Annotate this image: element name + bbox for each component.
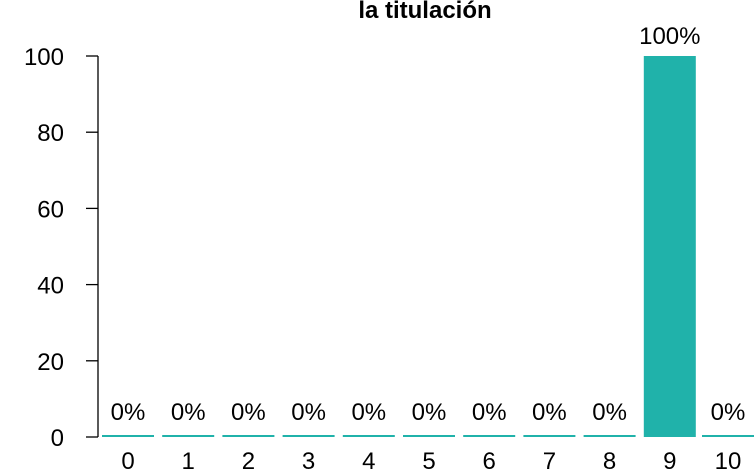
bar-9	[643, 56, 696, 437]
y-tick-label: 0	[51, 425, 64, 452]
data-label-7: 0%	[532, 399, 567, 426]
x-tick-label-2: 2	[242, 448, 255, 472]
data-label-8: 0%	[592, 399, 627, 426]
y-tick-label: 100	[24, 44, 64, 71]
bar-0	[102, 435, 154, 437]
data-label-5: 0%	[412, 399, 447, 426]
data-labels: 0% 0% 0% 0% 0% 0% 0% 0% 0% 100% 0%	[111, 23, 746, 426]
bar-2	[222, 435, 275, 437]
bar-10	[702, 435, 754, 437]
y-tick-label: 20	[37, 349, 64, 376]
x-tick-label-8: 8	[603, 448, 616, 472]
bar-6	[463, 435, 516, 437]
data-label-1: 0%	[171, 399, 206, 426]
data-label-3: 0%	[291, 399, 326, 426]
x-axis: 0 1 2 3 4 5 6 7 8 9 10	[121, 448, 741, 472]
bar-3	[282, 435, 335, 437]
data-label-6: 0%	[472, 399, 507, 426]
bars	[102, 56, 754, 437]
y-tick-label: 40	[37, 273, 64, 300]
x-tick-label-0: 0	[121, 448, 134, 472]
bar-5	[403, 435, 455, 437]
data-label-4: 0%	[351, 399, 386, 426]
x-tick-label-3: 3	[302, 448, 315, 472]
data-label-2: 0%	[231, 399, 266, 426]
bar-7	[523, 435, 576, 437]
x-tick-label-6: 6	[483, 448, 496, 472]
x-tick-label-5: 5	[422, 448, 435, 472]
y-tick-label: 80	[37, 120, 64, 147]
y-tick-label: 60	[37, 196, 64, 223]
x-tick-label-9: 9	[663, 448, 676, 472]
x-tick-label-7: 7	[543, 448, 556, 472]
data-label-0: 0%	[111, 399, 146, 426]
x-tick-label-4: 4	[362, 448, 375, 472]
bar-4	[342, 435, 395, 437]
data-label-9: 100%	[639, 23, 700, 50]
chart-title: la titulación	[358, 0, 491, 24]
x-tick-label-10: 10	[715, 448, 742, 472]
x-tick-label-1: 1	[182, 448, 195, 472]
bar-1	[162, 435, 215, 437]
y-axis: 0 20 40 60 80 100	[24, 44, 98, 452]
data-label-10: 0%	[711, 399, 746, 426]
bar-8	[583, 435, 636, 437]
